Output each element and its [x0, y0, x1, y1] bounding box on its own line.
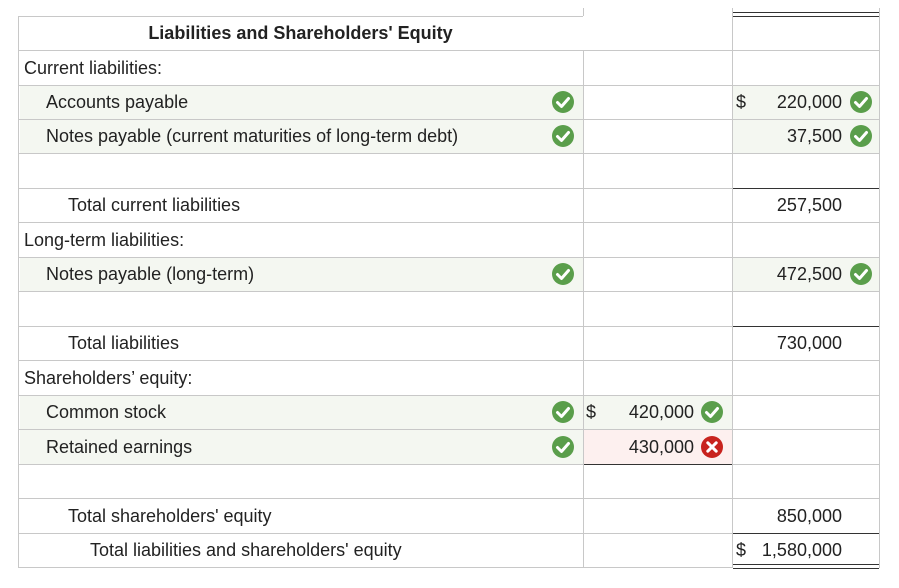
row-label-common-stock[interactable]: Common stock	[46, 402, 167, 422]
row-label-notes-payable-long-term[interactable]: Notes payable (long-term)	[46, 264, 255, 284]
dollar-sign: $	[736, 540, 747, 560]
grid-line	[18, 50, 879, 51]
amount-common-stock[interactable]: 420,000	[628, 402, 694, 422]
double-rule	[733, 564, 879, 565]
dollar-sign: $	[736, 92, 747, 112]
label-input-shade	[20, 86, 583, 154]
grid-line	[18, 16, 19, 568]
label-input-shade	[20, 396, 583, 464]
grid-line	[18, 188, 732, 189]
grid-line	[18, 533, 732, 534]
grid-line	[18, 326, 732, 327]
grid-line	[18, 257, 879, 258]
check-circle-icon	[552, 125, 574, 147]
total-rule	[733, 533, 879, 534]
check-circle-icon	[850, 91, 872, 113]
amount-total-current-liabilities: 257,500	[776, 195, 842, 215]
grid-line	[879, 8, 880, 568]
amount-total-liabilities-and-equity: 1,580,000	[761, 540, 842, 560]
amount-total-liabilities: 730,000	[776, 333, 842, 353]
row-label-total-liabilities: Total liabilities	[68, 333, 180, 353]
section-label-long-term-liabilities: Long-term liabilities:	[24, 230, 185, 250]
total-rule	[584, 464, 732, 465]
grid-line	[18, 498, 879, 499]
x-circle-icon	[701, 436, 723, 458]
check-circle-icon	[552, 401, 574, 423]
check-circle-icon	[552, 91, 574, 113]
section-label-shareholders-equity: Shareholders’ equity:	[24, 368, 193, 388]
row-label-total-current-liabilities: Total current liabilities	[68, 195, 241, 215]
grid-line	[583, 8, 584, 16]
amount-notes-payable-current[interactable]: 37,500	[786, 126, 842, 146]
grid-line	[18, 16, 583, 17]
grid-line	[18, 153, 879, 154]
total-rule	[733, 326, 879, 327]
grid-line	[732, 8, 733, 568]
grid-line	[18, 567, 732, 568]
amount-retained-earnings[interactable]: 430,000	[628, 437, 694, 457]
dollar-sign: $	[586, 402, 597, 422]
row-label-accounts-payable[interactable]: Accounts payable	[46, 92, 189, 112]
grid-line	[18, 360, 879, 361]
amount-accounts-payable[interactable]: 220,000	[776, 92, 842, 112]
grid-line	[18, 395, 879, 396]
grid-line	[18, 429, 879, 430]
check-circle-icon	[552, 263, 574, 285]
check-circle-icon	[850, 125, 872, 147]
statement-title: Liabilities and Shareholders' Equity	[148, 23, 453, 43]
section-label-current-liabilities: Current liabilities:	[24, 58, 163, 78]
amount-notes-payable-long-term[interactable]: 472,500	[776, 264, 842, 284]
grid-line	[18, 119, 879, 120]
grid-line	[18, 85, 879, 86]
check-circle-icon	[552, 436, 574, 458]
grid-line	[18, 222, 879, 223]
double-rule	[733, 16, 879, 17]
double-rule	[733, 568, 879, 569]
row-label-total-shareholders-equity: Total shareholders' equity	[68, 506, 272, 526]
grid-line	[18, 464, 583, 465]
check-circle-icon	[701, 401, 723, 423]
check-circle-icon	[850, 263, 872, 285]
label-input-shade	[20, 258, 583, 292]
row-label-total-liabilities-and-equity: Total liabilities and shareholders' equi…	[90, 540, 402, 560]
double-rule	[733, 12, 879, 13]
row-label-retained-earnings[interactable]: Retained earnings	[46, 437, 193, 457]
grid-line	[733, 464, 879, 465]
total-rule	[733, 188, 879, 189]
grid-line	[583, 50, 584, 568]
amount-total-shareholders-equity: 850,000	[776, 506, 842, 526]
grid-line	[18, 291, 879, 292]
row-label-notes-payable-current[interactable]: Notes payable (current maturities of lon…	[46, 126, 459, 146]
